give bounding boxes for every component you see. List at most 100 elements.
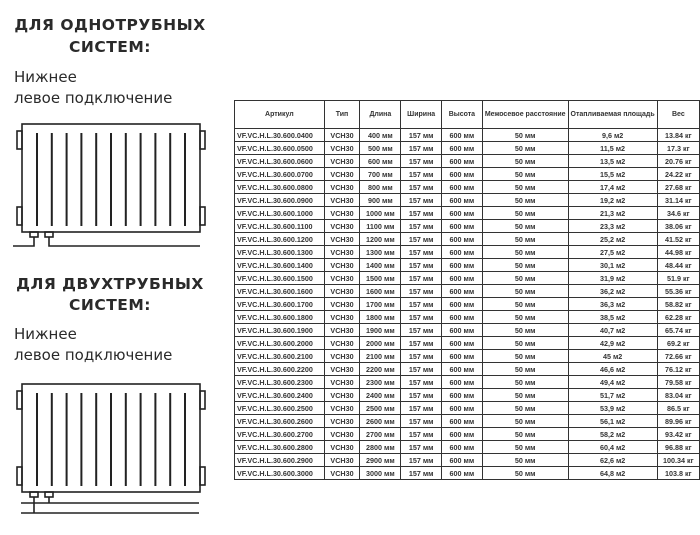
table-cell: 50 мм	[481, 258, 569, 272]
table-cell: 600 мм	[440, 271, 483, 285]
table-row: VF.VC.H.L.30.600.2100 VCH30 2100 мм 157 мм 6…	[234, 349, 700, 363]
table-cell: VCH30	[323, 310, 361, 324]
table-cell: VCH30	[323, 427, 361, 441]
table-cell: 2100 мм	[359, 349, 402, 363]
single-pipe-sub-2: левое подключение	[14, 89, 173, 107]
table-cell: VCH30	[323, 141, 361, 155]
table-cell: VCH30	[323, 401, 361, 415]
table-row: VF.VC.H.L.30.600.1100 VCH30 1100 мм 157 мм 6…	[234, 219, 700, 233]
table-cell: 65.74 кг	[656, 323, 700, 337]
table-cell: 31,9 м2	[567, 271, 658, 285]
table-cell: 50 мм	[481, 180, 569, 194]
table-cell: 2300 мм	[359, 375, 402, 389]
table-cell: 600 мм	[440, 297, 483, 311]
table-cell: VF.VC.H.L.30.600.1100	[234, 219, 325, 233]
table-cell: 157 мм	[400, 310, 442, 324]
table-cell: VF.VC.H.L.30.600.3000	[234, 466, 325, 480]
table-cell: 2500 мм	[359, 401, 402, 415]
column-header: Межосевое расстояние	[481, 100, 569, 129]
table-cell: VF.VC.H.L.30.600.2000	[234, 336, 325, 350]
table-cell: VCH30	[323, 414, 361, 428]
table-cell: 1800 мм	[359, 310, 402, 324]
table-row: VF.VC.H.L.30.600.2600 VCH30 2600 мм 157 мм 6…	[234, 414, 700, 428]
table-cell: VCH30	[323, 297, 361, 311]
single-pipe-sub: Нижнее	[14, 68, 77, 86]
valve-connector	[29, 491, 39, 498]
table-cell: VF.VC.H.L.30.600.0700	[234, 167, 325, 181]
table-cell: 83.04 кг	[656, 388, 700, 402]
table-cell: 55.36 кг	[656, 284, 700, 298]
table-cell: 50 мм	[481, 440, 569, 454]
table-cell: 50 мм	[481, 453, 569, 467]
table-row: VF.VC.H.L.30.600.3000 VCH30 3000 мм 157 мм 6…	[234, 466, 700, 480]
table-cell: 600 мм	[440, 154, 483, 168]
table-cell: 600 мм	[440, 167, 483, 181]
table-cell: 2400 мм	[359, 388, 402, 402]
table-cell: 1900 мм	[359, 323, 402, 337]
table-cell: 1300 мм	[359, 245, 402, 259]
table-cell: VF.VC.H.L.30.600.2600	[234, 414, 325, 428]
table-cell: VCH30	[323, 219, 361, 233]
column-header: Тип	[323, 100, 361, 129]
bracket	[16, 130, 23, 150]
table-row: VF.VC.H.L.30.600.0500 VCH30 500 мм 157 мм 60…	[234, 141, 700, 155]
table-cell: VF.VC.H.L.30.600.2700	[234, 427, 325, 441]
table-cell: 13.84 кг	[656, 128, 700, 142]
table-cell: 600 мм	[440, 219, 483, 233]
table-cell: 157 мм	[400, 167, 442, 181]
column-header: Вес	[656, 100, 700, 129]
table-cell: 157 мм	[400, 323, 442, 337]
radiator-two-pipe-diagram	[16, 383, 206, 514]
table-row: VF.VC.H.L.30.600.1300 VCH30 1300 мм 157 мм 6…	[234, 245, 700, 259]
table-cell: 93.42 кг	[656, 427, 700, 441]
radiator-body	[21, 383, 201, 493]
table-cell: 50 мм	[481, 401, 569, 415]
table-cell: 600 мм	[359, 154, 402, 168]
supply-pipe	[13, 237, 35, 247]
table-cell: 50 мм	[481, 466, 569, 480]
two-pipe-heading-2: СИСТЕМ:	[68, 296, 151, 314]
table-cell: 600 мм	[440, 258, 483, 272]
table-cell: 2800 мм	[359, 440, 402, 454]
table-cell: 157 мм	[400, 336, 442, 350]
table-cell: VF.VC.H.L.30.600.2500	[234, 401, 325, 415]
table-cell: 44.98 кг	[656, 245, 700, 259]
table-cell: 46,6 м2	[567, 362, 658, 376]
table-row: VF.VC.H.L.30.600.1000 VCH30 1000 мм 157 мм 6…	[234, 206, 700, 220]
column-header: Высота	[440, 100, 483, 129]
table-cell: VCH30	[323, 180, 361, 194]
bracket	[199, 130, 206, 150]
table-cell: VF.VC.H.L.30.600.2100	[234, 349, 325, 363]
table-cell: 157 мм	[400, 206, 442, 220]
table-cell: 600 мм	[440, 323, 483, 337]
table-cell: 600 мм	[440, 466, 483, 480]
table-cell: VF.VC.H.L.30.600.1000	[234, 206, 325, 220]
table-cell: VF.VC.H.L.30.600.2800	[234, 440, 325, 454]
table-cell: VF.VC.H.L.30.600.1200	[234, 232, 325, 246]
return-pipe	[48, 237, 200, 247]
table-cell: 51.9 кг	[656, 271, 700, 285]
table-cell: 157 мм	[400, 141, 442, 155]
table-row: VF.VC.H.L.30.600.0900 VCH30 900 мм 157 мм 60…	[234, 193, 700, 207]
table-cell: 79.58 кг	[656, 375, 700, 389]
table-cell: 50 мм	[481, 362, 569, 376]
table-cell: 600 мм	[440, 206, 483, 220]
table-cell: 157 мм	[400, 219, 442, 233]
table-row: VF.VC.H.L.30.600.0600 VCH30 600 мм 157 мм 60…	[234, 154, 700, 168]
table-cell: VCH30	[323, 271, 361, 285]
table-row: VF.VC.H.L.30.600.1900 VCH30 1900 мм 157 мм 6…	[234, 323, 700, 337]
table-cell: 50 мм	[481, 336, 569, 350]
table-row: VF.VC.H.L.30.600.2400 VCH30 2400 мм 157 мм 6…	[234, 388, 700, 402]
table-cell: 50 мм	[481, 128, 569, 142]
table-cell: VCH30	[323, 466, 361, 480]
table-cell: 157 мм	[400, 414, 442, 428]
table-cell: 50 мм	[481, 414, 569, 428]
table-cell: 21,3 м2	[567, 206, 658, 220]
table-cell: VCH30	[323, 154, 361, 168]
table-cell: VF.VC.H.L.30.600.1800	[234, 310, 325, 324]
table-cell: 600 мм	[440, 388, 483, 402]
table-cell: 86.5 кг	[656, 401, 700, 415]
table-cell: 49,4 м2	[567, 375, 658, 389]
table-cell: VF.VC.H.L.30.600.0900	[234, 193, 325, 207]
table-cell: 400 мм	[359, 128, 402, 142]
